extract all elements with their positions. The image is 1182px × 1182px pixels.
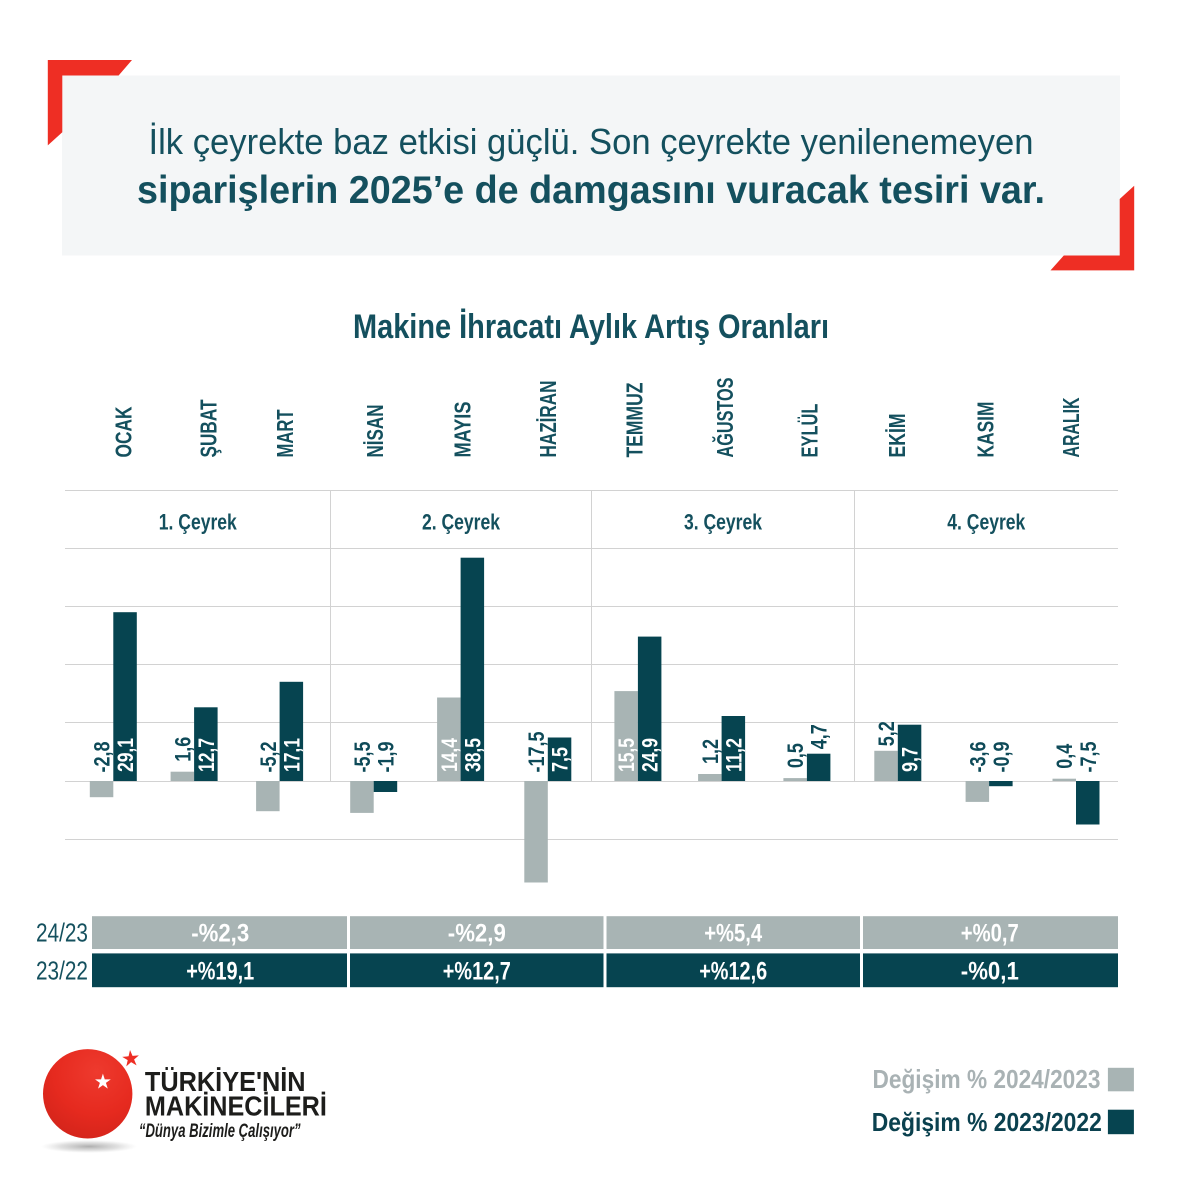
svg-text:+%12,6: +%12,6 bbox=[699, 958, 767, 986]
svg-text:17,1: 17,1 bbox=[279, 738, 304, 772]
svg-text:ŞUBAT: ŞUBAT bbox=[196, 400, 222, 458]
svg-text:5,2: 5,2 bbox=[874, 721, 899, 746]
svg-text:HAZİRAN: HAZİRAN bbox=[535, 381, 561, 458]
svg-text:-2,8: -2,8 bbox=[90, 742, 115, 773]
svg-text:+%12,7: +%12,7 bbox=[443, 958, 511, 986]
svg-text:1,2: 1,2 bbox=[698, 739, 723, 764]
svg-text:0,5: 0,5 bbox=[783, 743, 808, 768]
svg-text:OCAK: OCAK bbox=[111, 406, 137, 457]
svg-text:-5,5: -5,5 bbox=[350, 742, 375, 773]
svg-text:“Dünya Bizimle Çalışıyor”: “Dünya Bizimle Çalışıyor” bbox=[139, 1120, 301, 1142]
svg-text:TÜRKİYE'NİN: TÜRKİYE'NİN bbox=[145, 1066, 306, 1097]
svg-text:14,4: 14,4 bbox=[437, 737, 462, 772]
svg-text:38,5: 38,5 bbox=[460, 738, 485, 772]
svg-text:12,7: 12,7 bbox=[194, 738, 219, 772]
svg-text:AĞUSTOS: AĞUSTOS bbox=[711, 378, 738, 458]
svg-text:-17,5: -17,5 bbox=[524, 732, 549, 773]
svg-text:Makine İhracatı Aylık Artış Or: Makine İhracatı Aylık Artış Oranları bbox=[353, 308, 829, 346]
svg-text:1. Çeyrek: 1. Çeyrek bbox=[159, 510, 238, 535]
svg-text:7,5: 7,5 bbox=[548, 747, 573, 772]
svg-text:-%2,9: -%2,9 bbox=[448, 920, 506, 948]
svg-text:+%5,4: +%5,4 bbox=[704, 920, 762, 948]
svg-text:3. Çeyrek: 3. Çeyrek bbox=[684, 510, 763, 535]
svg-text:+%19,1: +%19,1 bbox=[186, 958, 254, 986]
svg-text:1,6: 1,6 bbox=[170, 737, 195, 762]
svg-text:29,1: 29,1 bbox=[113, 738, 138, 772]
svg-text:Değişim % 2023/2022: Değişim % 2023/2022 bbox=[872, 1107, 1102, 1137]
svg-text:9,7: 9,7 bbox=[898, 747, 923, 772]
svg-text:İlk çeyrekte baz etkisi güçlü.: İlk çeyrekte baz etkisi güçlü. Son çeyre… bbox=[149, 121, 1034, 162]
svg-text:-7,5: -7,5 bbox=[1076, 742, 1101, 773]
svg-text:EKİM: EKİM bbox=[884, 414, 910, 458]
svg-text:Değişim % 2024/2023: Değişim % 2024/2023 bbox=[873, 1064, 1101, 1094]
svg-text:-5,2: -5,2 bbox=[256, 742, 281, 773]
svg-text:MAYIS: MAYIS bbox=[450, 402, 476, 458]
svg-text:4,7: 4,7 bbox=[807, 724, 832, 749]
svg-text:-3,6: -3,6 bbox=[965, 742, 990, 773]
svg-text:-0,9: -0,9 bbox=[989, 742, 1014, 773]
svg-text:MAKİNECİLERİ: MAKİNECİLERİ bbox=[145, 1091, 327, 1122]
svg-text:-1,9: -1,9 bbox=[373, 742, 398, 773]
svg-text:+%0,7: +%0,7 bbox=[961, 920, 1019, 948]
svg-text:-%2,3: -%2,3 bbox=[191, 920, 249, 948]
svg-text:KASIM: KASIM bbox=[973, 402, 999, 458]
svg-text:siparişlerin 2025’e de damgası: siparişlerin 2025’e de damgasını vuracak… bbox=[137, 169, 1045, 212]
svg-text:0,4: 0,4 bbox=[1052, 743, 1077, 769]
svg-text:24,9: 24,9 bbox=[638, 738, 663, 772]
svg-text:15,5: 15,5 bbox=[614, 738, 639, 772]
svg-text:-%0,1: -%0,1 bbox=[961, 958, 1019, 986]
svg-text:23/22: 23/22 bbox=[36, 956, 88, 986]
svg-text:2. Çeyrek: 2. Çeyrek bbox=[422, 510, 501, 535]
svg-text:11,2: 11,2 bbox=[721, 738, 746, 772]
svg-text:24/23: 24/23 bbox=[36, 918, 88, 948]
svg-text:TEMMUZ: TEMMUZ bbox=[621, 383, 647, 458]
svg-text:ARALIK: ARALIK bbox=[1058, 397, 1084, 457]
svg-text:NİSAN: NİSAN bbox=[362, 405, 388, 458]
svg-text:4. Çeyrek: 4. Çeyrek bbox=[947, 510, 1026, 535]
svg-text:EYLÜL: EYLÜL bbox=[796, 404, 822, 458]
svg-text:MART: MART bbox=[272, 410, 298, 458]
